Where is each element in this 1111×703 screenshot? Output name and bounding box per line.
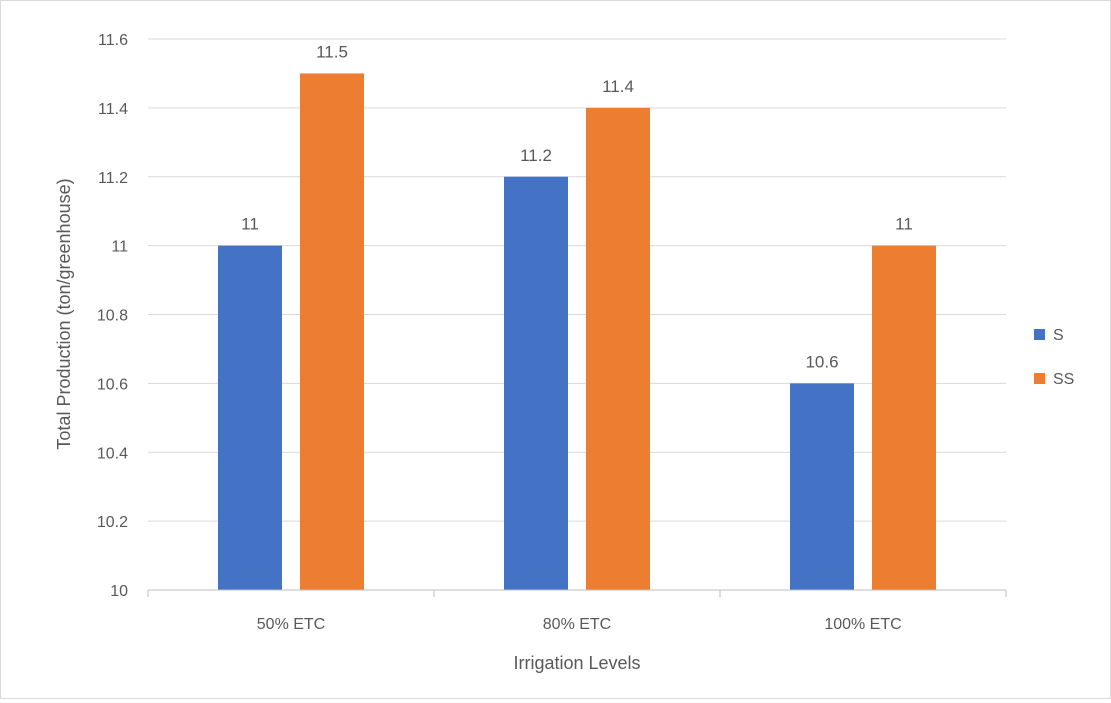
data-label: 10.6 xyxy=(805,352,838,371)
y-axis-title: Total Production (ton/greenhouse) xyxy=(54,178,74,449)
bar-ss xyxy=(872,245,936,590)
y-axis-ticks: 10 10.2 10.4 10.6 10.8 11 11.2 11.4 11.6 xyxy=(97,32,128,600)
y-tick-label: 11.4 xyxy=(98,101,128,118)
y-tick-label: 10 xyxy=(110,583,128,600)
bar-ss xyxy=(586,107,650,590)
data-labels: 11 11.5 11.2 11.4 10.6 11 xyxy=(241,42,913,371)
gridlines xyxy=(148,38,1006,522)
x-tick-label: 80% ETC xyxy=(543,616,611,633)
x-axis-title: Irrigation Levels xyxy=(513,653,640,673)
legend-swatch-s xyxy=(1034,329,1045,340)
bar-s xyxy=(790,383,854,590)
data-label: 11 xyxy=(241,215,259,234)
bars xyxy=(218,73,936,590)
y-tick-label: 10.2 xyxy=(97,514,128,531)
y-tick-label: 10.4 xyxy=(97,445,128,462)
bar-s xyxy=(504,176,568,590)
data-label: 11 xyxy=(895,215,913,234)
x-axis-ticks: 50% ETC 80% ETC 100% ETC xyxy=(257,616,902,633)
bar-ss xyxy=(300,73,364,590)
y-tick-label: 11.2 xyxy=(98,170,128,187)
x-tick-label: 100% ETC xyxy=(824,616,901,633)
legend-swatch-ss xyxy=(1034,373,1045,384)
legend-label-s: S xyxy=(1053,327,1064,344)
y-tick-label: 11.6 xyxy=(98,32,128,49)
y-tick-label: 10.6 xyxy=(97,376,128,393)
data-label: 11.2 xyxy=(520,146,552,165)
x-tick-label: 50% ETC xyxy=(257,616,325,633)
y-tick-label: 10.8 xyxy=(97,308,128,325)
legend-label-ss: SS xyxy=(1053,371,1074,388)
x-axis xyxy=(147,589,1007,597)
y-tick-label: 11 xyxy=(111,239,128,256)
data-label: 11.4 xyxy=(602,77,634,96)
bar-s xyxy=(218,245,282,590)
legend: SSS xyxy=(1034,327,1074,388)
data-label: 11.5 xyxy=(316,42,348,61)
